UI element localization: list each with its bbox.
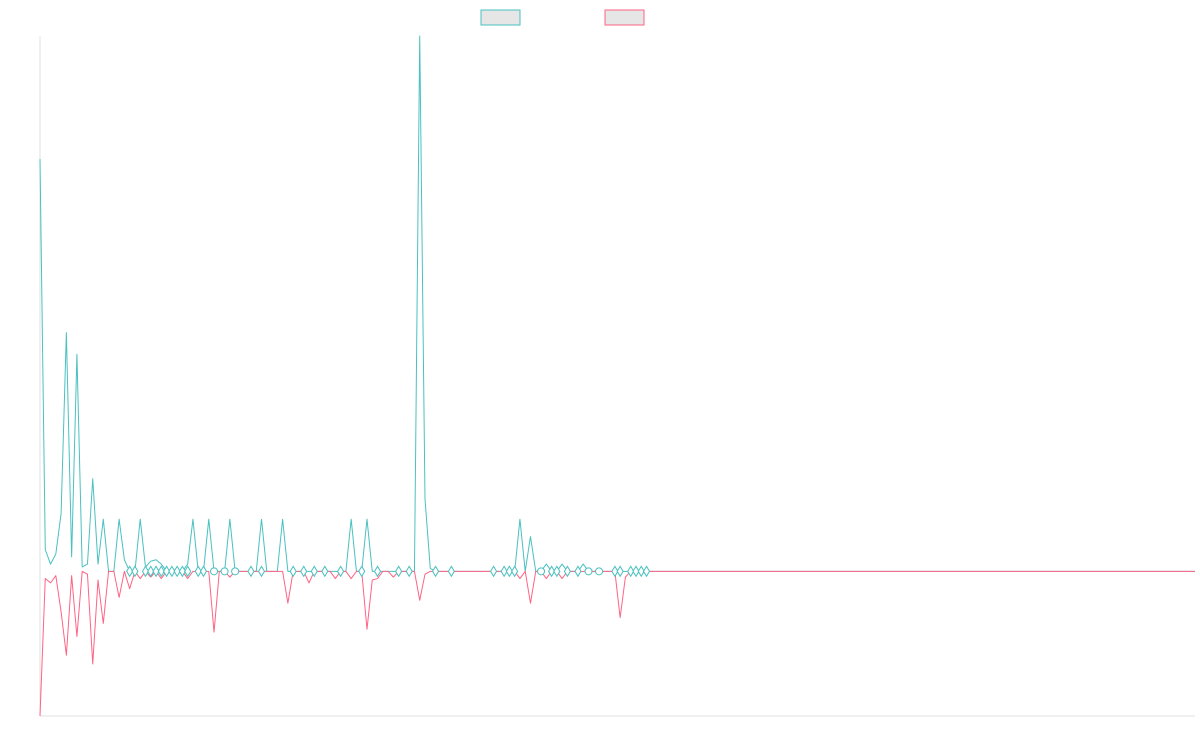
- data-point-18: [289, 565, 297, 578]
- data-point-45: [642, 565, 651, 578]
- data-point-44: [637, 565, 645, 578]
- data-point-15: [231, 567, 240, 576]
- data-point-38: [584, 567, 593, 576]
- data-point-1: [131, 565, 139, 578]
- data-point-36: [563, 565, 571, 578]
- data-point-14: [220, 567, 229, 576]
- data-point-10: [184, 565, 192, 578]
- data-point-13: [210, 567, 219, 576]
- data-point-2: [141, 565, 150, 578]
- data-point-16: [247, 565, 255, 578]
- data-point-25: [395, 565, 403, 578]
- chart-legend[interactable]: [480, 9, 645, 26]
- data-point-26: [405, 565, 413, 578]
- data-point-42: [627, 565, 635, 578]
- data-point-19: [300, 565, 308, 578]
- data-point-43: [632, 565, 640, 578]
- data-point-7: [168, 565, 176, 578]
- chart-series: [39, 35, 1195, 717]
- data-point-6: [162, 565, 171, 578]
- chart-markers: [126, 565, 651, 578]
- data-point-29: [489, 565, 498, 578]
- data-point-39: [595, 567, 604, 576]
- data-point-32: [511, 565, 519, 578]
- data-point-35: [553, 565, 561, 578]
- data-point-9: [178, 565, 186, 578]
- chart-axes: [39, 36, 1195, 717]
- data-point-23: [358, 565, 366, 578]
- series-line-2: [39, 570, 1195, 717]
- data-point-40: [611, 565, 619, 578]
- data-point-41: [616, 565, 624, 578]
- data-point-30: [500, 565, 508, 578]
- data-point-11: [194, 565, 202, 578]
- data-point-34: [547, 565, 556, 578]
- data-point-21: [321, 565, 329, 578]
- data-point-17: [257, 565, 266, 578]
- legend-swatch-1[interactable]: [480, 9, 521, 26]
- series-line-1: [39, 35, 1195, 572]
- data-point-4: [152, 565, 160, 578]
- data-point-22: [337, 565, 345, 578]
- data-point-24: [373, 565, 382, 578]
- data-point-31: [505, 565, 513, 578]
- data-point-12: [199, 565, 208, 578]
- data-point-27: [431, 565, 440, 578]
- data-point-28: [447, 565, 455, 578]
- data-point-0: [126, 565, 134, 578]
- data-point-37: [574, 565, 582, 578]
- data-point-20: [310, 565, 318, 578]
- data-point-33: [537, 567, 546, 576]
- data-point-8: [173, 565, 181, 578]
- data-point-5: [157, 565, 165, 578]
- data-point-3: [147, 565, 155, 578]
- legend-swatch-2[interactable]: [604, 9, 645, 26]
